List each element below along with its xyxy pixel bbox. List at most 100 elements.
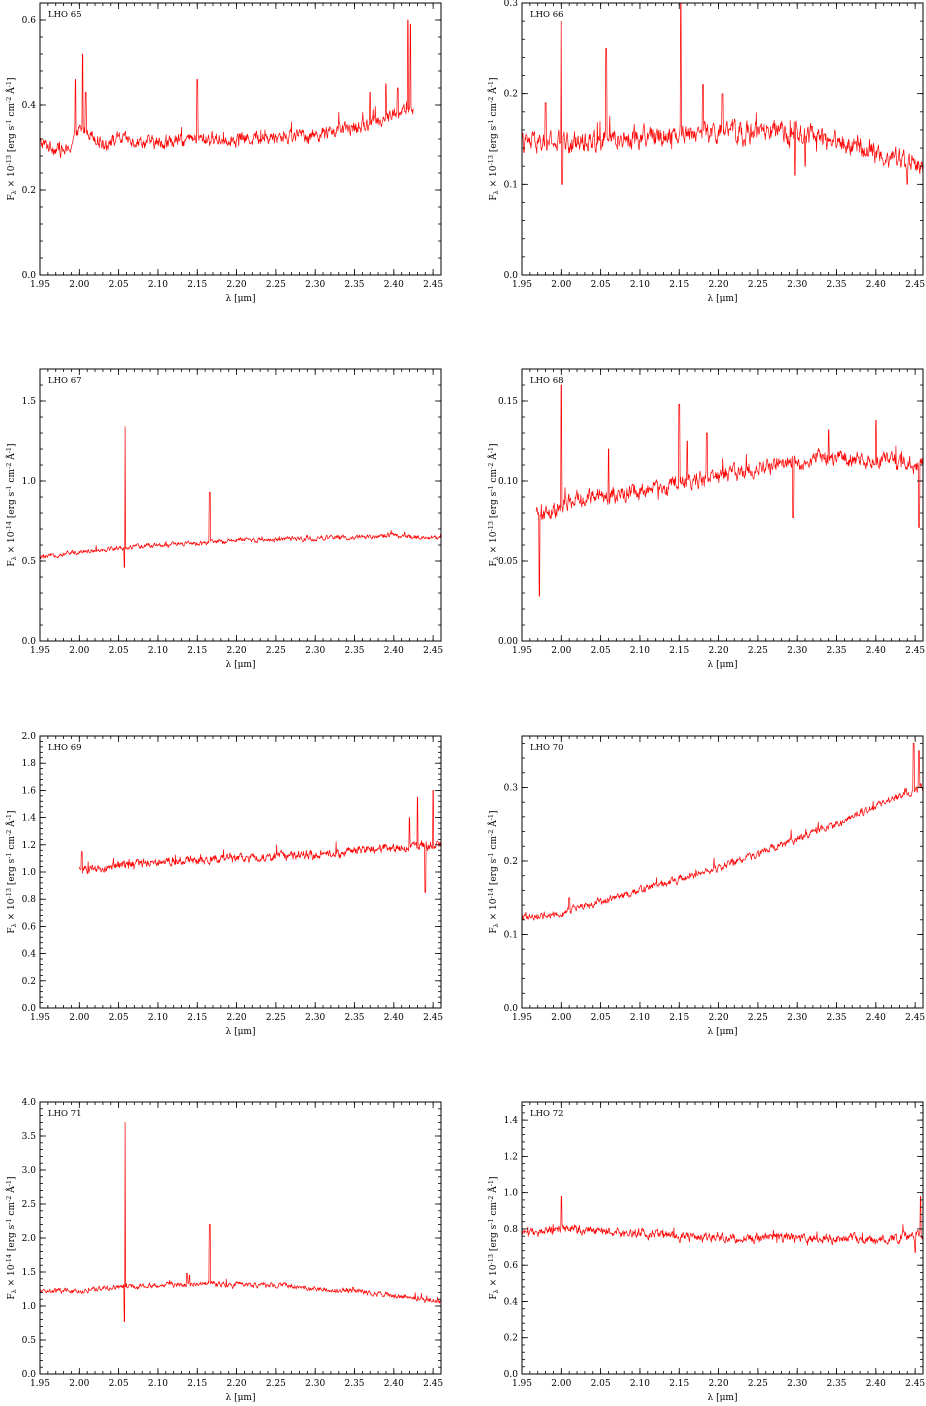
x-tick-label: 1.95 — [512, 1013, 532, 1023]
x-tick-label: 2.10 — [148, 1379, 168, 1389]
x-axis-label: λ [μm] — [226, 1027, 256, 1037]
x-tick-label: 2.45 — [423, 1379, 443, 1389]
y-tick-label: 1.2 — [504, 1152, 518, 1162]
x-tick-label: 2.40 — [384, 1013, 404, 1023]
y-axis-label: Fλ × 10-13 [erg s-1 cm-2 Å-1] — [5, 77, 18, 200]
y-tick-label: 0.0 — [22, 1004, 37, 1014]
y-tick-label: 2.0 — [22, 732, 37, 742]
spectrum-line — [39, 426, 442, 568]
panel-title: LHO 72 — [530, 1109, 564, 1119]
x-tick-label: 2.30 — [787, 1013, 807, 1023]
x-tick-label: 2.15 — [187, 646, 207, 656]
spectrum-line — [78, 790, 442, 893]
y-tick-label: 0.2 — [504, 90, 518, 100]
x-tick-label: 2.25 — [266, 1379, 286, 1389]
x-tick-label: 2.20 — [227, 1013, 247, 1023]
y-tick-label: 0.2 — [22, 977, 36, 987]
x-axis-label: λ [μm] — [708, 1027, 738, 1037]
y-tick-label: 0.6 — [504, 1261, 519, 1271]
x-tick-label: 2.35 — [826, 1379, 846, 1389]
y-tick-label: 1.0 — [22, 868, 37, 878]
x-axis-label: λ [μm] — [226, 1393, 256, 1403]
plot-frame — [39, 368, 442, 642]
y-tick-label: 0.15 — [498, 397, 518, 407]
y-tick-label: 2.5 — [22, 1200, 37, 1210]
y-tick-label: 0.0 — [22, 637, 37, 647]
spectrum-panel-6: 1.95 2.00 2.05 2.10 2.15 2.20 2.25 2.30 2.35 2.40… — [487, 735, 925, 1037]
x-tick-label: 2.40 — [866, 1013, 886, 1023]
x-tick-label: 2.05 — [591, 1013, 611, 1023]
x-tick-label: 2.30 — [305, 646, 325, 656]
x-tick-label: 2.25 — [748, 280, 768, 290]
spectrum-line — [521, 743, 924, 921]
spectrum-panel-4: 1.95 2.00 2.05 2.10 2.15 2.20 2.25 2.30 2.35 2.40… — [487, 368, 925, 670]
spectrum-panel-8: 1.95 2.00 2.05 2.10 2.15 2.20 2.25 2.30 2.35 2.40… — [487, 1101, 925, 1403]
y-tick-label: 1.8 — [22, 759, 37, 769]
spectrum-panel-2: 1.95 2.00 2.05 2.10 2.15 2.20 2.25 2.30 2.35 2.40… — [487, 0, 925, 304]
x-tick-label: 2.25 — [748, 646, 768, 656]
y-tick-label: 0.10 — [498, 477, 518, 487]
y-tick-label: 4.0 — [22, 1098, 37, 1108]
x-tick-label: 2.35 — [344, 646, 364, 656]
x-tick-label: 2.35 — [826, 1013, 846, 1023]
x-tick-label: 2.20 — [227, 1379, 247, 1389]
x-tick-label: 2.20 — [227, 280, 247, 290]
y-tick-label: 1.5 — [22, 397, 37, 407]
spectrum-line — [39, 1122, 442, 1322]
x-tick-label: 2.20 — [709, 646, 729, 656]
x-tick-label: 2.00 — [69, 280, 89, 290]
y-tick-label: 0.2 — [504, 1334, 518, 1344]
x-tick-label: 1.95 — [512, 1379, 532, 1389]
x-tick-label: 2.35 — [826, 646, 846, 656]
y-tick-label: 0.4 — [504, 1297, 519, 1307]
x-tick-label: 2.15 — [187, 1013, 207, 1023]
y-tick-label: 0.3 — [504, 0, 519, 9]
x-tick-label: 2.00 — [69, 646, 89, 656]
x-tick-label: 2.00 — [551, 1013, 571, 1023]
x-tick-label: 2.10 — [148, 646, 168, 656]
y-tick-label: 0.8 — [504, 1225, 519, 1235]
x-tick-label: 2.00 — [551, 280, 571, 290]
spectrum-panel-3: 1.95 2.00 2.05 2.10 2.15 2.20 2.25 2.30 2.35 2.40… — [5, 368, 443, 670]
x-tick-label: 2.30 — [305, 1013, 325, 1023]
y-tick-label: 1.0 — [22, 1302, 37, 1312]
y-tick-label: 1.0 — [22, 477, 37, 487]
x-axis-label: λ [μm] — [226, 294, 256, 304]
x-tick-label: 2.40 — [384, 646, 404, 656]
spectrum-line — [39, 19, 414, 159]
y-tick-label: 0.0 — [504, 271, 519, 281]
x-tick-label: 2.35 — [344, 1013, 364, 1023]
x-tick-label: 2.05 — [109, 646, 129, 656]
y-tick-label: 0.4 — [22, 950, 37, 960]
x-tick-label: 2.15 — [187, 1379, 207, 1389]
y-tick-label: 0.5 — [22, 557, 37, 567]
y-tick-label: 1.5 — [22, 1268, 37, 1278]
x-tick-label: 2.40 — [866, 646, 886, 656]
x-tick-label: 2.35 — [344, 280, 364, 290]
y-tick-label: 0.3 — [504, 783, 519, 793]
y-tick-label: 1.6 — [22, 786, 37, 796]
x-tick-label: 2.30 — [305, 1379, 325, 1389]
x-tick-label: 2.05 — [591, 280, 611, 290]
x-tick-label: 2.00 — [551, 1379, 571, 1389]
panel-title: LHO 67 — [48, 376, 82, 386]
y-axis-label: Fλ × 10-14 [erg s-1 cm-2 Å-1] — [5, 443, 18, 566]
x-tick-label: 2.25 — [266, 1013, 286, 1023]
x-tick-label: 2.45 — [905, 1379, 925, 1389]
x-tick-label: 2.25 — [748, 1013, 768, 1023]
x-axis-label: λ [μm] — [708, 660, 738, 670]
x-tick-label: 2.05 — [109, 1013, 129, 1023]
y-tick-label: 0.1 — [504, 180, 518, 190]
x-tick-label: 2.45 — [423, 280, 443, 290]
x-tick-label: 1.95 — [30, 280, 50, 290]
x-tick-label: 2.30 — [787, 646, 807, 656]
x-tick-label: 2.25 — [266, 646, 286, 656]
x-tick-label: 2.45 — [905, 1013, 925, 1023]
x-tick-label: 2.00 — [69, 1379, 89, 1389]
y-tick-label: 0.0 — [22, 1370, 37, 1380]
y-axis-label: Fλ × 10-14 [erg s-1 cm-2 Å-1] — [5, 1176, 18, 1299]
x-tick-label: 1.95 — [512, 280, 532, 290]
x-tick-label: 2.10 — [630, 646, 650, 656]
y-tick-label: 1.0 — [504, 1189, 519, 1199]
y-tick-label: 0.4 — [22, 101, 37, 111]
